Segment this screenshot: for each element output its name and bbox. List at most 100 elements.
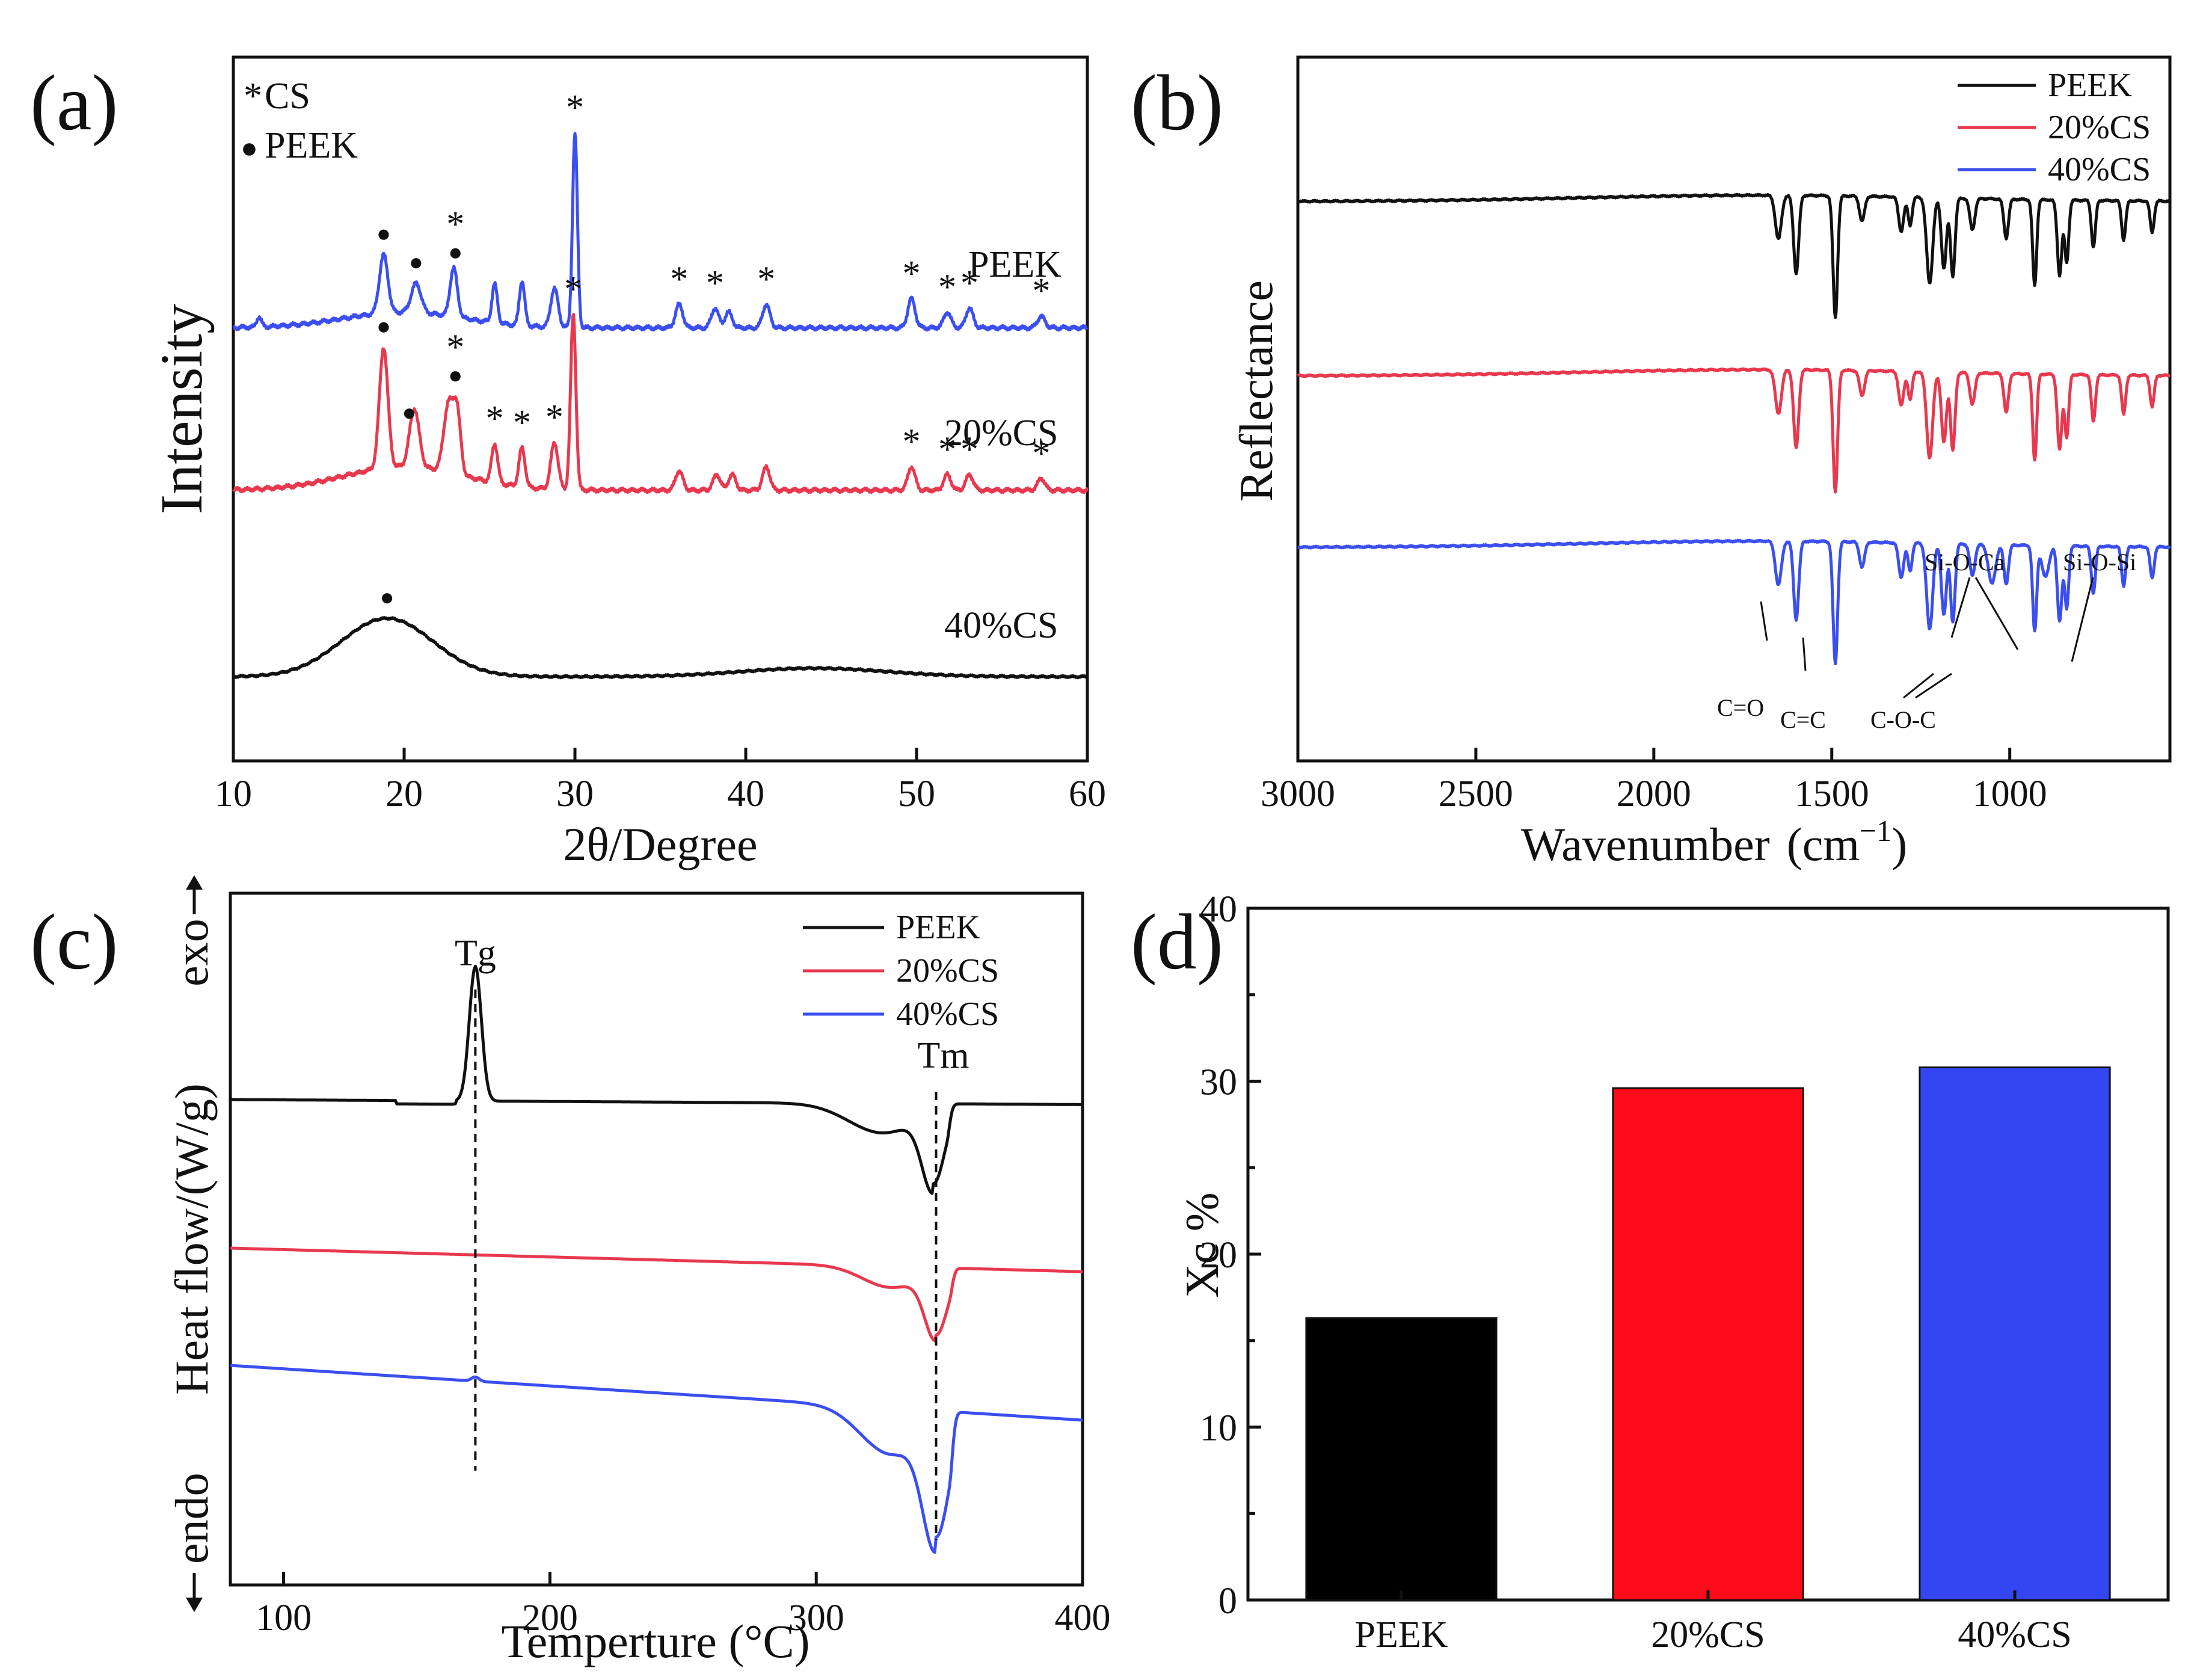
panel-c-legend-label-40cs: 40%CS [896,995,999,1033]
annotation-arrow-c-o-c-a [1903,672,1934,699]
annotation-c-o-c: C-O-C [1870,706,1936,733]
panel-a-marker-peek: ● [376,312,391,339]
panel-c-line-peek [230,964,1083,1195]
panel-c-lines [230,964,1083,1554]
panel-c-arrow-exo-head [186,875,203,890]
panel-b-annotations: C=O C=C C-O-C Si-O-Ca Si-O-Si [1717,549,2136,733]
panel-a-series-label-20cs: 20%CS [944,413,1058,454]
panel-b-legend-label-40cs: 40%CS [2048,151,2151,188]
panel-c-legend-label-20cs: 20%CS [896,952,999,989]
panel-c-tm-label: Tm [917,1035,969,1076]
panel-a-marker-cs: * [757,259,775,299]
panel-c-annotations: Tg Tm [455,933,969,1540]
panel-a-marker-cs: * [960,429,979,469]
panel-label-d: (d) [1131,897,1223,986]
panel-a-lines [232,132,1089,680]
legend-peek-symbol: ● [241,132,258,164]
panel-a-marker-cs: * [938,267,956,307]
annotation-c-o: C=O [1717,694,1764,721]
panel-a-markers: ●●●*●* * *** * * *●●*●** * * * * * * [376,88,1050,611]
panel-a-xrd: (a) 10 20 30 40 50 60 2θ/Degree Intensity * C… [30,55,1106,870]
panel-d-y-tick-label: 20 [1200,1235,1237,1276]
panel-c-line-20cs [230,1246,1083,1343]
panel-b-x-tick-label: 2000 [1617,774,1691,814]
panel-a-y-label: Intensity [148,304,215,514]
legend-peek-text: PEEK [265,125,358,166]
panel-a-line-peek [232,616,1089,680]
panel-d-x-tick-label-peek: PEEK [1355,1614,1448,1655]
panel-a-marker-cs: * [902,253,920,293]
panel-a-marker-peek: ● [402,399,416,426]
panel-a-marker-cs: * [938,429,956,469]
panel-c-legend: PEEK 20%CS 40%CS [803,909,999,1033]
panel-b-ftir: (b) 3000 2500 2000 1500 1000 Wavenumber (cm−1… [1131,55,2172,870]
panel-a-marker-peek: ● [376,220,391,247]
panel-d-y-tick-label: 0 [1218,1581,1237,1622]
panel-b-x-label-close: ) [1891,818,1907,870]
panel-a-line-20cs [232,313,1089,494]
panel-a-marker-cs: * [706,263,724,303]
annotation-si-o-ca: Si-O-Ca [1925,549,2005,576]
panel-a-marker-cs: * [1032,434,1050,473]
panel-a-marker-cs: * [486,399,504,438]
annotation-arrow-c-c [1802,637,1807,671]
panel-a-marker-peek: ● [409,248,423,275]
panel-a-marker-peek: ● [448,238,462,265]
panel-c-line-40cs [230,1364,1083,1554]
panel-b-legend-label-20cs: 20%CS [2048,109,2151,146]
panel-d-y-label: Xc % [1176,1192,1228,1297]
panel-b-line-40cs [1297,538,2172,665]
panel-d-x-tick-label-20cs: 20%CS [1651,1614,1765,1655]
panel-label-a: (a) [30,58,118,147]
panel-c-x-tick-label: 100 [256,1598,312,1638]
panel-d-x-tick-label-40cs: 40%CS [1958,1614,2071,1655]
panel-c-y-label-main: Heat flow/(W/g) [165,1083,218,1395]
panel-a-x-tick-label: 20 [386,774,423,814]
panel-b-legend-label-peek: PEEK [2048,67,2132,104]
panel-a-marker-peek: ● [448,362,462,389]
panel-d-y-tick-label: 30 [1200,1062,1237,1103]
annotation-arrow-c-o [1760,601,1768,641]
panel-a-marker-cs: * [670,259,688,299]
panel-b-x-tick-label: 2500 [1439,774,1513,814]
annotation-arrow-c-o-c-b [1915,672,1952,699]
panel-a-marker-cs: * [902,422,920,461]
panel-a-marker-peek: ● [380,583,395,611]
panel-b-x-tick-label: 1000 [1973,774,2047,814]
panel-a-line-40cs [232,132,1089,332]
panel-b-lines [1297,192,2172,665]
annotation-arrow-si-o-si [2071,577,2094,662]
panel-a-x-tick-label: 10 [215,774,252,814]
panel-a-marker-cs: * [566,88,584,128]
panel-c-plot-frame [229,891,1084,1587]
panel-c-x-ticks: 100 200 300 400 [256,1572,1111,1638]
panel-b-x-label-main: Wavenumber [1521,818,1770,870]
panel-d-y-ticks: 0 10 20 30 40 [1200,889,1261,1622]
panel-c-legend-label-peek: PEEK [896,909,980,946]
annotation-c-c: C=C [1780,706,1826,733]
panel-c-x-tick-label: 300 [788,1598,844,1638]
panel-a-legend: * CS ● PEEK [241,76,358,166]
panel-d-x-labels: PEEK 20%CS 40%CS [1355,1590,2072,1655]
panel-a-series-label-40cs: 40%CS [944,605,1058,646]
panel-a-x-tick-label: 40 [727,774,764,814]
panel-d-y-tick-label: 10 [1200,1408,1237,1449]
panel-a-x-ticks: 10 20 30 40 50 60 [215,748,1106,814]
panel-a-x-tick-label: 50 [898,774,935,814]
panel-b-line-20cs [1297,367,2171,494]
panel-a-plot-frame [232,55,1089,763]
panel-a-series-label-peek: PEEK [968,244,1062,285]
bar-peek [1305,1317,1498,1601]
panel-a-x-label: 2θ/Degree [563,818,757,870]
panel-d-crystallinity: (d) 0 10 20 30 40 PEEK 20%CS 40%CS Xc % [1131,889,2170,1655]
panel-c-tg-label: Tg [455,933,496,974]
panel-b-x-label-unit: (cm [1787,818,1860,870]
panel-label-c: (c) [30,897,118,986]
panel-b-x-ticks: 3000 2500 2000 1500 1000 [1261,748,2047,814]
panel-label-b: (b) [1131,58,1223,147]
panel-a-marker-cs: * [960,263,979,303]
panel-a-marker-cs: * [564,269,582,309]
panel-c-dsc: (c) 100 200 300 400 Temperture (°C) endo He… [30,875,1111,1667]
panel-c-y-label-exo: exo [165,918,218,986]
